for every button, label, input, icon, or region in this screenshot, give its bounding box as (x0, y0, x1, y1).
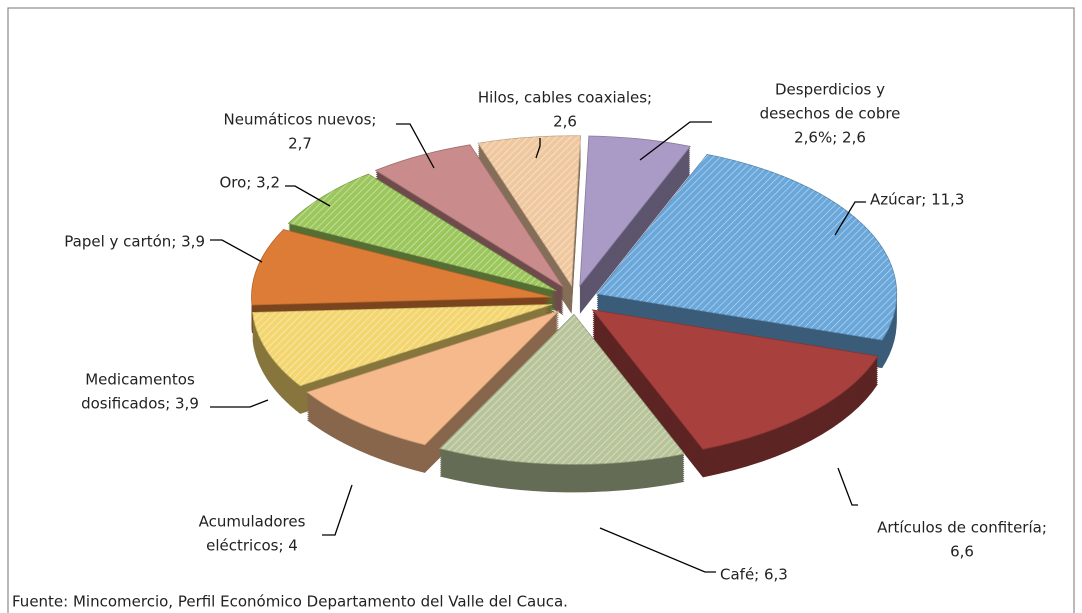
slice-texture (252, 304, 553, 386)
slice (251, 229, 552, 306)
data-label: Acumuladores (199, 513, 306, 531)
leader-line (322, 484, 353, 536)
slice-texture (478, 135, 581, 286)
data-label: Oro; 3,2 (220, 174, 281, 192)
source-note: Fuente: Mincomercio, Perfil Económico De… (12, 593, 568, 611)
leader-line (834, 201, 866, 236)
leader-line (639, 121, 712, 161)
leader-line (837, 467, 858, 506)
slice (374, 144, 564, 288)
data-label: Hilos, cables coaxiales; (478, 89, 652, 107)
data-label: eléctricos; 4 (206, 537, 298, 555)
slice-texture (439, 314, 685, 465)
slice (306, 310, 560, 446)
data-label: dosificados; 3,9 (81, 395, 199, 413)
data-label: Medicamentos (85, 371, 195, 389)
slice (591, 309, 879, 450)
data-label: 6,6 (950, 543, 974, 561)
leader-line (396, 123, 435, 169)
data-label: 2,6 (553, 113, 577, 131)
chart-frame (7, 7, 1075, 613)
leader-line (599, 527, 716, 573)
data-label: desechos de cobre (760, 105, 901, 123)
leader-line (285, 185, 331, 207)
slice-texture (288, 174, 557, 291)
slice-texture (596, 154, 897, 341)
leader-line (210, 239, 263, 263)
data-label: Artículos de confitería; (877, 519, 1047, 537)
data-label: 2,6%; 2,6 (794, 129, 866, 147)
data-label: 2,7 (288, 135, 312, 153)
data-label: Café; 6,3 (720, 566, 788, 584)
leader-line (210, 399, 269, 408)
leader-line (535, 138, 541, 159)
data-label: Neumáticos nuevos; (224, 111, 377, 129)
slice (579, 135, 691, 288)
data-label: Papel y cartón; 3,9 (64, 233, 205, 251)
data-label: Azúcar; 11,3 (870, 191, 964, 209)
data-label: Desperdicios y (775, 81, 885, 99)
